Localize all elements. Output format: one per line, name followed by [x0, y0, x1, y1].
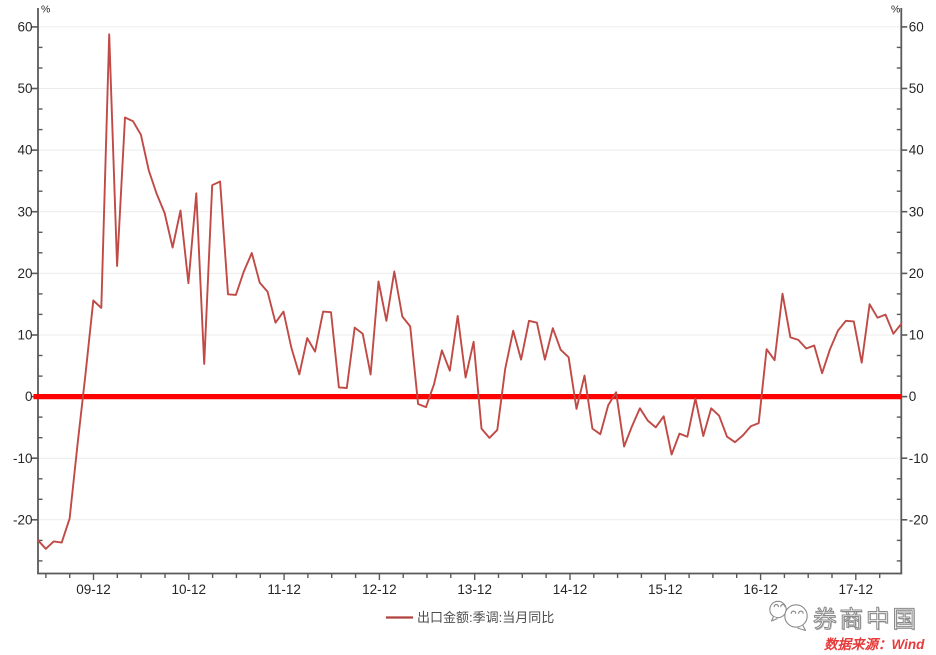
- svg-text:40: 40: [17, 143, 32, 158]
- svg-text:%: %: [891, 4, 900, 16]
- svg-text:30: 30: [909, 204, 924, 219]
- svg-text:15-12: 15-12: [648, 582, 683, 597]
- svg-text:-20: -20: [13, 512, 33, 527]
- svg-text:出口金额:季调:当月同比: 出口金额:季调:当月同比: [417, 610, 554, 625]
- svg-text:40: 40: [909, 143, 924, 158]
- svg-text:13-12: 13-12: [457, 582, 492, 597]
- svg-text:60: 60: [17, 20, 32, 35]
- svg-text:16-12: 16-12: [743, 582, 778, 597]
- svg-text:0: 0: [909, 389, 917, 404]
- svg-text:-20: -20: [909, 512, 929, 527]
- svg-text:09-12: 09-12: [76, 582, 111, 597]
- svg-text:50: 50: [909, 81, 924, 96]
- svg-text:20: 20: [909, 266, 924, 281]
- svg-text:30: 30: [17, 204, 32, 219]
- svg-text:17-12: 17-12: [839, 582, 874, 597]
- svg-text:14-12: 14-12: [553, 582, 588, 597]
- svg-text:50: 50: [17, 81, 32, 96]
- svg-text:12-12: 12-12: [362, 582, 397, 597]
- svg-text:60: 60: [909, 20, 924, 35]
- svg-text:11-12: 11-12: [267, 582, 301, 597]
- svg-text:0: 0: [25, 389, 33, 404]
- svg-text:10: 10: [909, 328, 924, 343]
- svg-text:-10: -10: [909, 451, 929, 466]
- svg-text:%: %: [41, 4, 50, 16]
- svg-text:10-12: 10-12: [172, 582, 207, 597]
- svg-text:10: 10: [17, 328, 32, 343]
- svg-text:-10: -10: [13, 451, 33, 466]
- svg-text:20: 20: [17, 266, 32, 281]
